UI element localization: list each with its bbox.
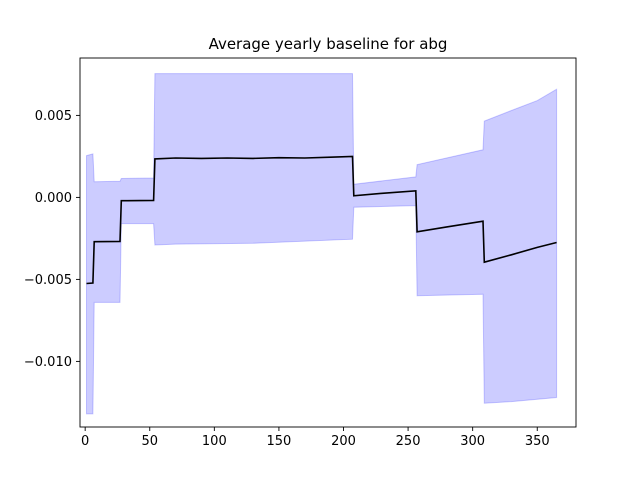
- axes: 0 50 100 150 200 250 300 350 −0.010 −0.005 0.000 0.…: [24, 57, 577, 449]
- x-tick-label: 0: [81, 434, 89, 449]
- y-tick-label: 0.005: [35, 109, 72, 124]
- axes-frame: [79, 57, 577, 428]
- y-tick-label: −0.005: [24, 273, 72, 288]
- x-tick-label: 50: [141, 434, 158, 449]
- plot-area: [86, 73, 558, 415]
- x-tick-label: 150: [267, 434, 292, 449]
- x-tick-label: 350: [525, 434, 550, 449]
- x-tick-label: 250: [396, 434, 421, 449]
- chart-title: Average yearly baseline for abg: [209, 35, 448, 53]
- confidence-band: [86, 73, 558, 415]
- y-tick-label: 0.000: [35, 191, 72, 206]
- mean-line: [86, 155, 557, 285]
- x-tick-label: 100: [202, 434, 227, 449]
- x-tick-label: 200: [331, 434, 356, 449]
- y-tick-label: −0.010: [24, 355, 72, 370]
- x-tick-label: 300: [460, 434, 485, 449]
